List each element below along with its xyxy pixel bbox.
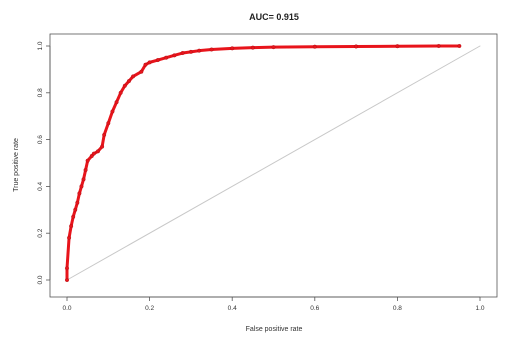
x-tick-label: 0.0 [62,305,71,312]
roc-point [85,158,90,163]
roc-point [147,60,152,65]
roc-point [271,45,276,50]
roc-point [69,224,74,229]
roc-point [457,44,462,49]
roc-curve-line [65,44,461,282]
roc-point [155,58,160,63]
series-layer [64,44,481,283]
roc-point [79,184,84,189]
roc-point [118,90,123,95]
roc-point [354,44,359,49]
roc-point [126,79,131,84]
roc-point [71,214,76,219]
plot-frame [49,33,498,298]
chart-title: AUC= 0.915 [249,12,299,22]
y-tick-label: 1.0 [37,41,44,50]
roc-point [75,200,80,205]
roc-point [100,144,105,149]
y-tick-label: 0.4 [37,182,44,191]
roc-point [312,44,317,49]
diagonal-reference-line [66,45,481,281]
y-axis-label: True positive rate [13,138,20,192]
x-tick-label: 0.6 [310,305,319,312]
roc-point [91,151,96,156]
roc-point [83,168,88,173]
roc-point [64,278,69,283]
roc-point [436,44,441,49]
x-axis-label: False positive rate [246,326,303,333]
roc-point [73,207,78,212]
roc-point [110,109,115,114]
roc-point [81,177,86,182]
roc-point [230,46,235,51]
roc-point [67,235,72,240]
x-tick-label: 0.2 [145,305,154,312]
roc-point [143,62,148,67]
roc-point [139,69,144,74]
x-axis: 0.0 0.2 0.4 0.6 0.8 1.0 [62,296,485,312]
roc-point [209,47,214,52]
y-axis: 0.0 0.2 0.4 0.6 0.8 1.0 [37,41,51,285]
roc-point [188,49,193,54]
y-tick-label: 0.2 [37,228,44,237]
roc-point [77,191,82,196]
y-tick-label: 0.0 [37,275,44,284]
x-tick-label: 1.0 [475,305,484,312]
roc-point [114,100,119,105]
roc-point [64,266,69,271]
x-tick-label: 0.8 [393,305,402,312]
roc-point [106,121,111,126]
y-tick-label: 0.6 [37,135,44,144]
roc-point [180,51,185,56]
roc-point [131,74,136,79]
roc-point [122,83,127,88]
roc-point [250,45,255,50]
roc-point [164,55,169,60]
y-tick-label: 0.8 [37,88,44,97]
roc-point [197,48,202,53]
roc-point [172,53,177,58]
x-tick-label: 0.4 [228,305,237,312]
roc-point [102,132,107,137]
roc-point [395,44,400,49]
roc-point [95,149,100,154]
